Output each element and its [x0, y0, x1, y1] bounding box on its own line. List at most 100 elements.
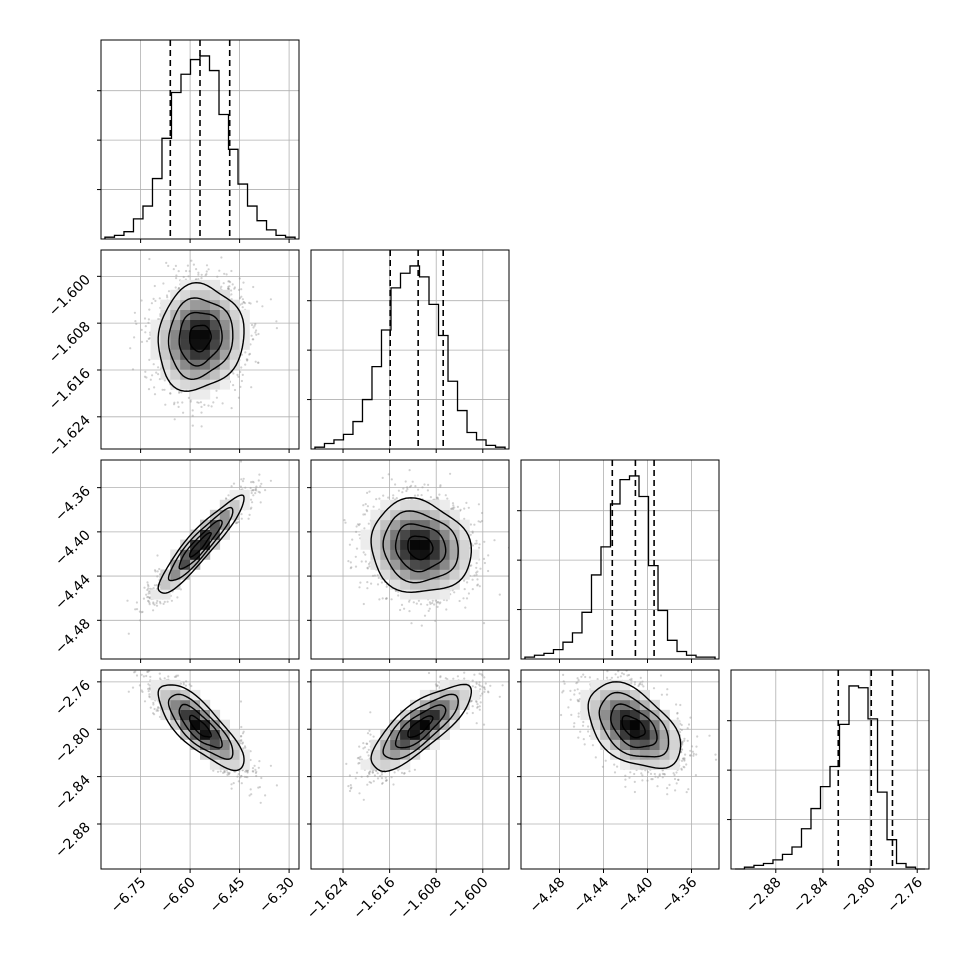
sample-point — [649, 772, 653, 776]
density-cell — [410, 749, 421, 760]
sample-point — [463, 588, 466, 591]
sample-point — [390, 598, 393, 601]
sample-point — [148, 693, 151, 696]
density-cell — [639, 749, 650, 760]
sample-point — [358, 533, 361, 536]
sample-point — [343, 519, 346, 522]
sample-point — [660, 693, 664, 696]
sample-point — [152, 703, 155, 706]
sample-point — [408, 770, 411, 773]
sample-point — [255, 770, 258, 773]
sample-point — [463, 671, 466, 674]
contour-line — [598, 691, 670, 758]
sample-point — [242, 477, 245, 480]
sample-point — [613, 763, 616, 766]
density-cell — [419, 529, 431, 540]
density-cell — [160, 579, 171, 590]
density-cell — [190, 539, 201, 550]
sample-point — [426, 603, 429, 606]
sample-point — [436, 605, 439, 609]
sample-point — [402, 487, 405, 490]
scatter-panel-4-2 — [307, 669, 510, 873]
sample-point — [188, 683, 191, 686]
sample-point — [365, 742, 368, 745]
sample-point — [411, 480, 414, 483]
sample-point — [134, 608, 137, 611]
sample-point — [149, 675, 152, 678]
sample-point — [692, 752, 695, 756]
sample-point — [223, 770, 226, 773]
sample-point — [368, 757, 371, 760]
density-cell — [160, 339, 171, 350]
density-cell — [209, 759, 221, 770]
sample-point — [153, 707, 156, 711]
sample-point — [153, 584, 156, 587]
density-cell — [439, 499, 450, 511]
contour-line — [189, 532, 212, 558]
sample-point — [373, 774, 376, 777]
density-cell — [410, 549, 421, 560]
sample-point — [227, 287, 230, 290]
density-cell — [380, 509, 391, 521]
sample-point — [239, 370, 242, 374]
sample-point — [420, 624, 423, 627]
sample-point — [240, 513, 243, 516]
sample-point — [436, 496, 439, 499]
sample-point — [244, 746, 247, 749]
density-cell — [150, 319, 161, 330]
sample-point — [675, 771, 678, 774]
density-cell — [600, 739, 611, 750]
x-tick-label: −6.75 — [108, 875, 150, 917]
histogram-step — [314, 265, 506, 449]
sample-point — [426, 489, 429, 492]
density-cell — [229, 729, 240, 740]
sample-point — [419, 603, 423, 606]
sample-point — [149, 587, 152, 590]
sample-point — [666, 688, 669, 691]
sample-point — [672, 772, 675, 775]
sample-point — [252, 489, 255, 492]
density-cell — [419, 719, 431, 730]
sample-point — [381, 782, 384, 785]
sample-point — [135, 601, 138, 604]
sample-point — [397, 594, 400, 597]
y-tick-label: −4.48 — [52, 616, 94, 658]
sample-point — [205, 273, 208, 276]
sample-point — [463, 677, 466, 680]
sample-point — [269, 479, 272, 482]
density-cell — [400, 569, 411, 580]
density-cell — [150, 339, 161, 350]
sample-point — [478, 708, 481, 711]
sample-point — [364, 560, 367, 563]
sample-point — [429, 602, 432, 606]
sample-point — [624, 774, 627, 777]
density-cell — [390, 759, 401, 770]
sample-point — [403, 772, 406, 775]
sample-point — [177, 287, 180, 290]
sample-point — [385, 779, 388, 782]
sample-point — [399, 608, 402, 612]
sample-point — [493, 539, 496, 542]
density-cell — [219, 349, 230, 360]
sample-point — [385, 597, 388, 600]
density-cell — [160, 359, 171, 370]
density-cell — [419, 569, 431, 580]
density-cell — [190, 699, 201, 710]
sample-point — [406, 488, 409, 491]
sample-point — [238, 277, 241, 280]
density-cell — [639, 729, 650, 740]
density-cell — [410, 529, 421, 540]
sample-point — [691, 750, 695, 753]
sample-point — [275, 320, 278, 323]
sample-point — [127, 632, 130, 635]
sample-point — [387, 473, 390, 476]
density-cell — [180, 709, 191, 721]
sample-point — [358, 586, 361, 589]
sample-point — [260, 776, 263, 780]
sample-point — [359, 581, 362, 584]
density-cell — [180, 329, 191, 340]
density-cell — [400, 529, 411, 540]
sample-point — [257, 490, 260, 493]
sample-point — [626, 674, 629, 677]
sample-point — [257, 361, 260, 364]
